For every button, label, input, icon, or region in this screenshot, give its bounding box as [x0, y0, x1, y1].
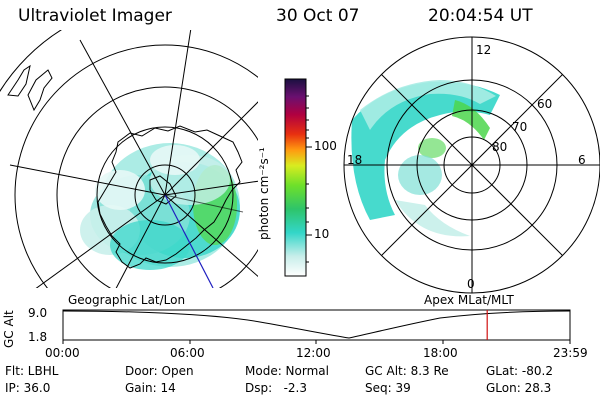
xtick-0000: 00:00 — [45, 346, 80, 360]
param-mode: Mode: Normal — [245, 364, 329, 378]
app-title: Ultraviolet Imager — [18, 6, 172, 26]
altitude-ytick-min: 1.8 — [28, 330, 48, 344]
xtick-0600: 06:00 — [170, 346, 205, 360]
mlt-label-0: 0 — [467, 277, 475, 291]
altitude-xticks — [62, 340, 571, 344]
param-glat: GLat: -80.2 — [486, 364, 553, 378]
date-label: 30 Oct 07 — [276, 6, 360, 26]
mlat-label-60: 60 — [537, 97, 553, 111]
time-label: 20:04:54 UT — [428, 6, 533, 26]
param-ip: IP: 36.0 — [5, 381, 51, 395]
param-flt: Flt: LBHL — [5, 364, 59, 378]
geographic-map — [0, 30, 258, 288]
mlt-grid-lines — [344, 37, 600, 293]
mlt-label-12: 12 — [476, 43, 492, 57]
geo-lon-lines — [9, 30, 258, 288]
param-glon: GLon: 28.3 — [486, 381, 552, 395]
colorbar-tick-10: 10 — [314, 227, 330, 241]
xtick-1800: 18:00 — [423, 346, 458, 360]
param-dsp: Dsp: -2.3 — [245, 381, 308, 395]
geo-lat-circles — [0, 30, 258, 288]
xtick-1200: 12:00 — [296, 346, 331, 360]
altitude-ytick-max: 9.0 — [28, 306, 48, 320]
param-seq: Seq: 39 — [365, 381, 411, 395]
colorbar-tick-100: 100 — [314, 139, 337, 153]
mlt-label-6: 6 — [578, 153, 586, 167]
mlat-label-70: 70 — [512, 120, 528, 134]
mlt-aurora-data — [351, 80, 500, 237]
right-map-caption: Apex MLat/MLT — [424, 293, 514, 307]
mlat-label-80: 80 — [492, 140, 508, 154]
param-door: Door: Open — [125, 364, 194, 378]
mlat-mlt-map — [343, 36, 600, 294]
colorbar-ticks — [306, 95, 312, 263]
mlt-label-18: 18 — [347, 153, 363, 167]
coastline — [97, 125, 243, 269]
param-gc-alt: GC Alt: 8.3 Re — [365, 364, 449, 378]
altitude-ylabel: GC Alt — [2, 310, 16, 348]
altitude-plot — [62, 309, 571, 344]
geo-noon-meridian — [164, 194, 214, 288]
colorbar-unit-label: photon cm⁻²s⁻¹ — [257, 147, 271, 240]
altitude-curve — [62, 310, 571, 339]
left-map-caption: Geographic Lat/Lon — [68, 293, 186, 307]
param-gain: Gain: 14 — [125, 381, 176, 395]
colorbar — [284, 78, 307, 277]
xtick-2359: 23:59 — [553, 346, 588, 360]
